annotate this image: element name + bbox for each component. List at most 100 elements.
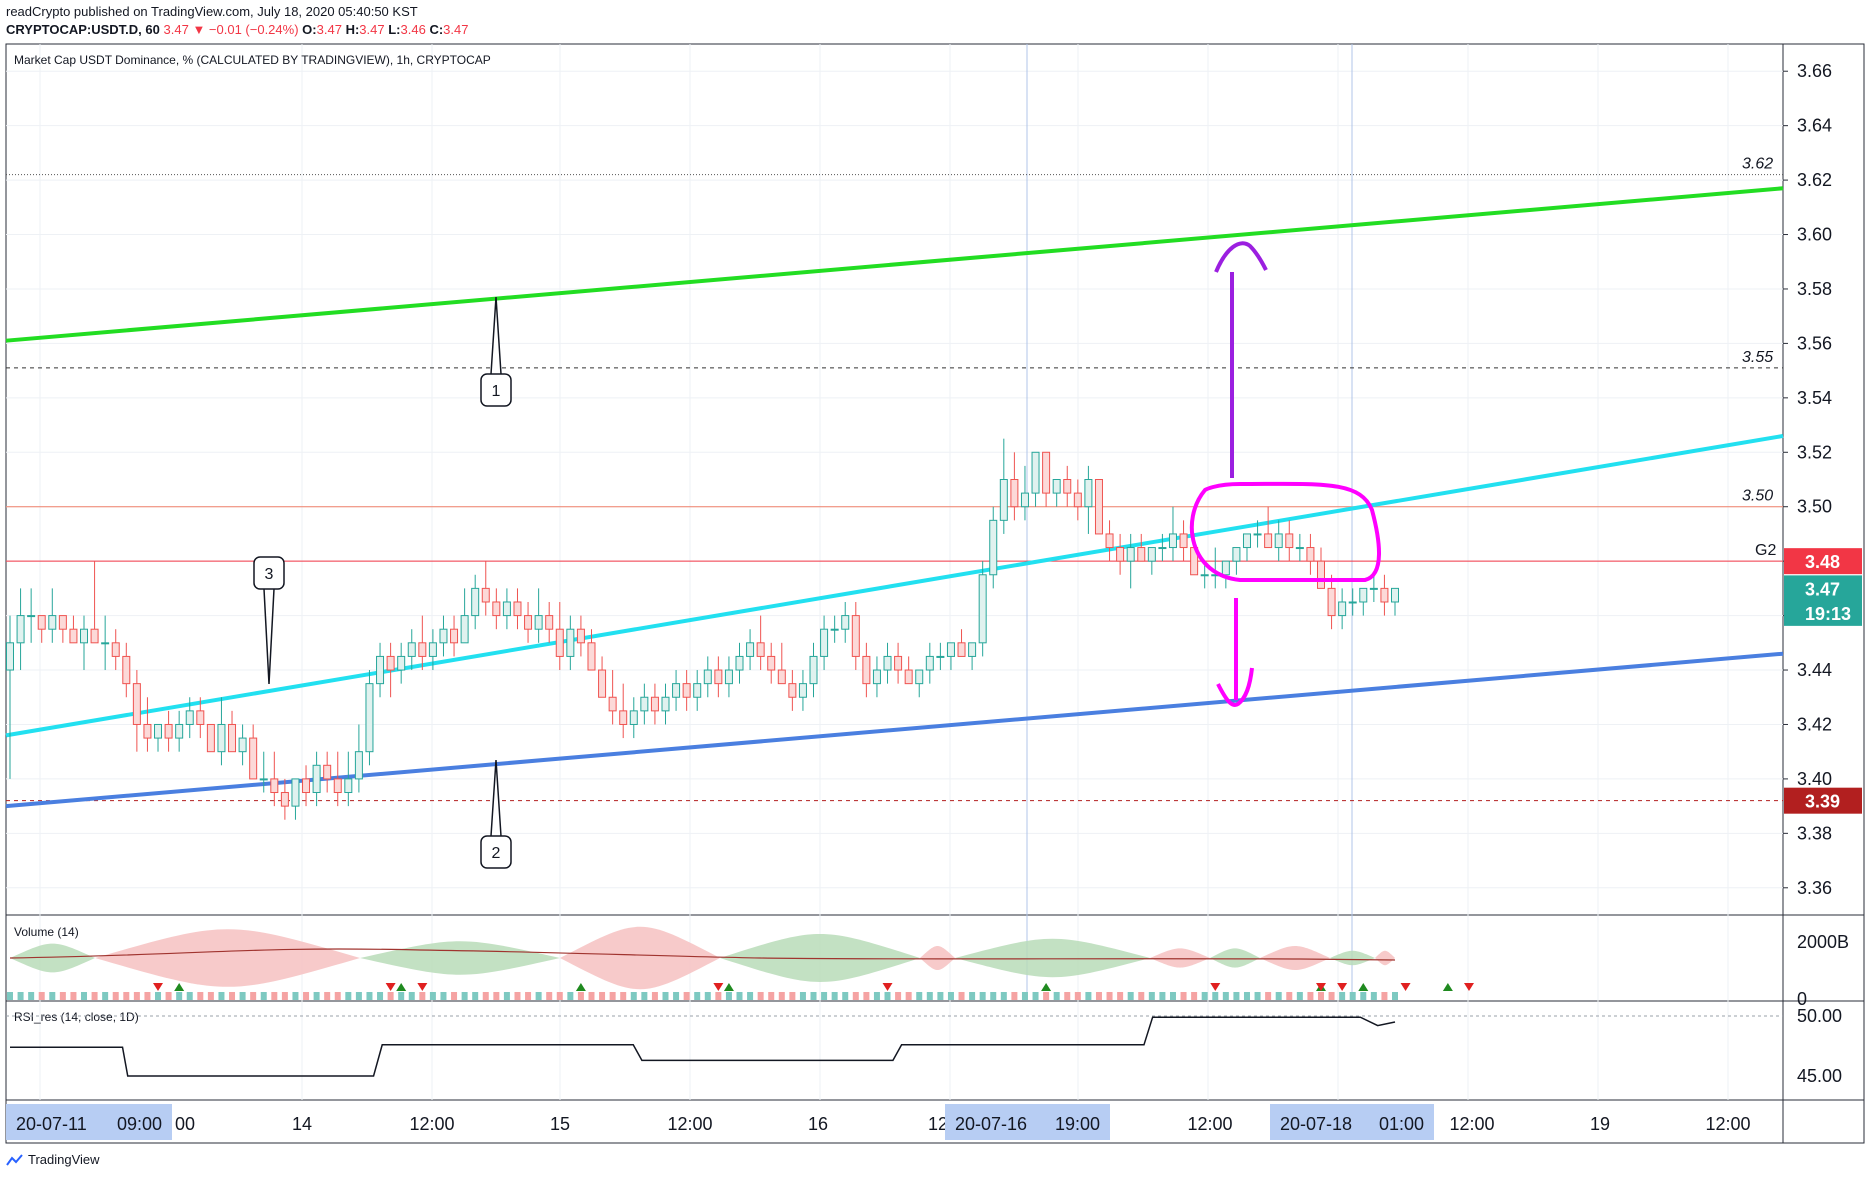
candle-body	[524, 615, 533, 630]
candle-body	[735, 655, 744, 671]
volume-bar	[905, 992, 912, 1000]
time-badge-time: 09:00	[117, 1114, 162, 1134]
candle-body	[788, 683, 797, 698]
candle-body	[143, 723, 152, 739]
candle-body	[1084, 479, 1093, 508]
y-tick-label: 3.50	[1797, 497, 1832, 517]
volume-bar	[577, 992, 584, 1000]
tradingview-footer: TradingView	[6, 1152, 100, 1167]
candle-body	[767, 655, 776, 671]
volume-bar	[1191, 992, 1198, 1000]
candle-body	[471, 587, 480, 617]
volume-bar	[197, 992, 204, 1000]
volume-bar	[1212, 992, 1219, 1000]
candle-body	[418, 642, 427, 657]
buy-signal-icon	[1358, 983, 1369, 991]
candle-body	[809, 655, 818, 685]
volume-bar	[292, 992, 299, 1000]
volume-bar	[842, 992, 849, 1000]
candle-body	[492, 601, 501, 617]
candle-body	[851, 615, 860, 657]
candle-body	[291, 778, 300, 807]
volume-bar	[1148, 992, 1155, 1000]
candle-body	[397, 655, 406, 671]
candle-body	[90, 628, 99, 644]
low-value: 3.46	[400, 22, 426, 37]
volume-bar	[641, 992, 648, 1000]
high-value: 3.47	[359, 22, 385, 37]
candle-body	[175, 723, 184, 739]
volume-bar	[535, 992, 542, 1000]
candle-body	[302, 778, 311, 794]
volume-bar	[1011, 992, 1018, 1000]
volume-bar	[958, 992, 965, 1000]
volume-panel-label: Volume (14)	[14, 925, 79, 939]
volume-bar	[736, 992, 743, 1000]
up-arrow-head	[1214, 241, 1268, 273]
candle-body	[936, 655, 945, 658]
volume-bar	[704, 992, 711, 1000]
buy-signal-icon	[723, 983, 734, 991]
rsi-line	[10, 1016, 1396, 1077]
candle-body	[598, 669, 607, 698]
candle-body	[132, 683, 141, 725]
volume-y-tick: 2000B	[1797, 932, 1849, 952]
volume-bar	[440, 992, 447, 1000]
candle-body	[1073, 492, 1082, 508]
level-label: 3.55	[1742, 349, 1773, 366]
x-tick-label: 14	[292, 1114, 312, 1134]
y-tick-label: 3.58	[1797, 279, 1832, 299]
volume-bar	[355, 992, 362, 1000]
x-tick-label: 12:00	[667, 1114, 712, 1134]
candle-body	[1020, 492, 1029, 508]
time-badge-date: 20-07-16	[955, 1114, 1027, 1134]
volume-cloud	[1375, 950, 1395, 966]
candle-body	[259, 778, 268, 781]
x-tick-label: 15	[550, 1114, 570, 1134]
symbol-label[interactable]: CRYPTOCAP:USDT.D, 60	[6, 22, 160, 37]
volume-bar	[207, 992, 214, 1000]
candle-body	[746, 642, 755, 657]
volume-bar	[429, 992, 436, 1000]
volume-bar	[1127, 992, 1134, 1000]
volume-bar	[969, 992, 976, 1000]
buy-signal-icon	[575, 983, 586, 991]
volume-bar	[747, 992, 754, 1000]
time-badge-time: 01:00	[1379, 1114, 1424, 1134]
candle-body	[640, 696, 649, 712]
candle-body	[154, 723, 163, 739]
candle-body	[1105, 533, 1114, 549]
volume-bar	[472, 992, 479, 1000]
volume-bar	[926, 992, 933, 1000]
candle-body	[185, 710, 194, 725]
tradingview-logo-icon	[6, 1153, 23, 1166]
level-label: 3.62	[1742, 156, 1773, 173]
candle-body	[872, 669, 881, 685]
callout-label: 3	[265, 566, 274, 583]
volume-bar	[1000, 992, 1007, 1000]
candle-body	[1338, 601, 1347, 617]
candle-body	[1316, 560, 1325, 589]
candle-body	[450, 628, 459, 644]
sell-signal-icon	[417, 983, 428, 991]
candle-body	[1179, 533, 1188, 549]
time-badge	[945, 1104, 1110, 1140]
time-badge-time: 19:00	[1055, 1114, 1100, 1134]
buy-signal-icon	[396, 983, 407, 991]
candle-body	[111, 642, 120, 657]
volume-bar	[831, 992, 838, 1000]
candle-body	[587, 642, 596, 671]
volume-bar	[1222, 992, 1229, 1000]
price-badge-label: 3.48	[1805, 552, 1840, 572]
candle-body	[37, 615, 46, 630]
candle-body	[841, 615, 850, 630]
sell-signal-icon	[1400, 983, 1411, 991]
last-price: 3.47	[163, 22, 189, 37]
volume-bar	[313, 992, 320, 1000]
candle-body	[1327, 587, 1336, 617]
candle-body	[1369, 587, 1378, 590]
volume-bar	[176, 992, 183, 1000]
candle-body	[80, 628, 89, 644]
volume-bar	[218, 992, 225, 1000]
